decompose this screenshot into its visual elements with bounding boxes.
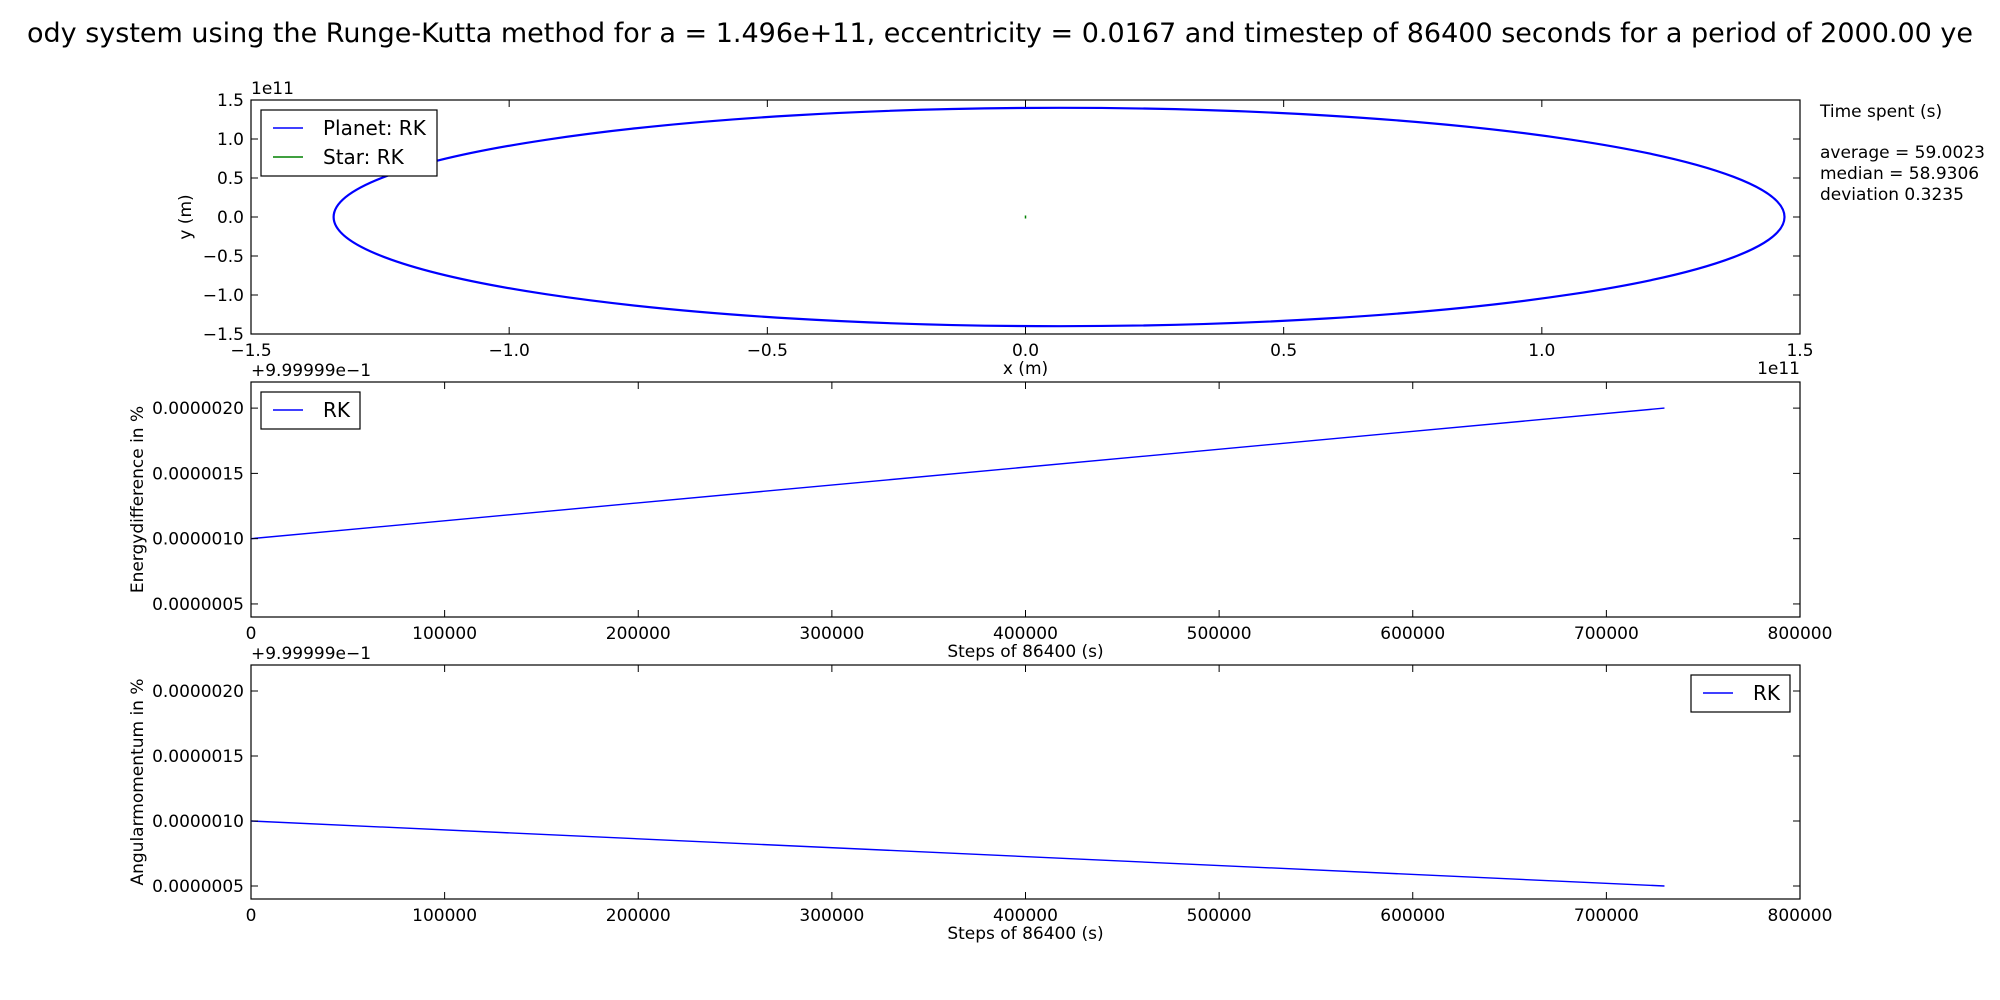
x-tick-label: 0 (246, 624, 257, 644)
y-tick-label: 0.0000015 (152, 747, 244, 767)
y-tick-label: 1.5 (217, 91, 244, 111)
y-tick-label: 0.0000005 (152, 595, 244, 615)
y-offset-label: +9.99999e−1 (251, 361, 371, 381)
legend-label: RK (323, 398, 351, 422)
y-tick-label: −0.5 (203, 247, 244, 267)
y-tick-label: −1.5 (203, 325, 244, 345)
series-line-planet-orbit (332, 106, 1786, 328)
x-tick-label: 100000 (412, 906, 477, 926)
legend-frame (260, 109, 438, 177)
y-tick-label: 1.0 (217, 130, 244, 150)
x-axis-label: Steps of 86400 (s) (947, 924, 1103, 944)
chart-panel-1: −1.5 −1.0 −0.5 0.0 0.5 1.0 1.5 −1.5 −1.0 −0.5 0.0 0… (176, 79, 1814, 379)
legend: RK (1690, 674, 1791, 713)
x-tick-label: 200000 (606, 906, 671, 926)
x-tick-label: 0.5 (1270, 341, 1297, 361)
x-tick-label: 700000 (1574, 624, 1639, 644)
x-tick-label: 500000 (1187, 624, 1252, 644)
x-tick-label: 600000 (1380, 906, 1445, 926)
y-tick-label: 0.0000010 (152, 812, 244, 832)
y-offset-label: 1e11 (251, 79, 294, 99)
x-tick-label: 1.5 (1786, 341, 1813, 361)
y-tick-label: −1.0 (203, 286, 244, 306)
x-tick-label: 0.0 (1012, 341, 1039, 361)
time-spent-deviation: deviation 0.3235 (1820, 185, 1964, 205)
figure-title: ody system using the Runge-Kutta method … (27, 18, 1973, 49)
y-offset-label: +9.99999e−1 (251, 644, 371, 664)
y-axis-label: y (m) (176, 194, 196, 239)
time-spent-annotation: Time spent (s) average = 59.0023 median … (1819, 102, 1985, 205)
time-spent-median: median = 58.9306 (1820, 164, 1979, 184)
y-tick-label: 0.0000015 (152, 464, 244, 484)
x-axis-label: Steps of 86400 (s) (947, 642, 1103, 662)
legend-label: Planet: RK (323, 116, 427, 140)
series-line-energy (250, 407, 1665, 540)
x-tick-label: 800000 (1768, 624, 1833, 644)
chart-panel-3: 0 100000 200000 300000 400000 500000 600000 700… (128, 644, 1832, 944)
x-tick-label: 800000 (1768, 906, 1833, 926)
y-tick-label: 0.5 (217, 169, 244, 189)
legend: Planet: RK Star: RK (260, 109, 438, 177)
y-tick-label: 0.0000020 (152, 682, 244, 702)
x-tick-label: 0 (246, 906, 257, 926)
x-tick-label: 600000 (1380, 624, 1445, 644)
x-tick-label: 400000 (993, 624, 1058, 644)
x-tick-label: 300000 (799, 624, 864, 644)
series-line-angular-momentum (250, 820, 1665, 887)
legend-label: RK (1753, 681, 1781, 705)
time-spent-heading: Time spent (s) (1819, 102, 1942, 122)
x-tick-label: 1.0 (1528, 341, 1555, 361)
x-tick-label: −1.5 (230, 341, 271, 361)
legend-label: Star: RK (323, 145, 405, 169)
y-tick-label: 0.0000020 (152, 399, 244, 419)
plot-frame (250, 664, 1801, 900)
chart-panel-2: 0 100000 200000 300000 400000 500000 600000 700… (128, 361, 1832, 662)
x-tick-label: 100000 (412, 624, 477, 644)
plots-container: −1.5 −1.0 −0.5 0.0 0.5 1.0 1.5−1.5−1.0−0.50.00… (128, 79, 1832, 944)
x-tick-label: 300000 (799, 906, 864, 926)
y-tick-label: 0.0000005 (152, 877, 244, 897)
x-tick-label: −0.5 (747, 341, 788, 361)
x-tick-label: 700000 (1574, 906, 1639, 926)
x-tick-label: −1.0 (489, 341, 530, 361)
x-tick-label: 500000 (1187, 906, 1252, 926)
x-tick-label: 200000 (606, 624, 671, 644)
x-offset-label: 1e11 (1757, 359, 1800, 379)
legend: RK (260, 391, 361, 430)
y-axis-label: Energydifference in % (128, 406, 148, 593)
x-axis-label: x (m) (1003, 359, 1048, 379)
time-spent-average: average = 59.0023 (1820, 143, 1985, 163)
x-tick-label: 400000 (993, 906, 1058, 926)
y-axis-label: Angularmomentum in % (128, 678, 148, 885)
y-tick-label: 0.0 (217, 208, 244, 228)
y-tick-label: 0.0000010 (152, 530, 244, 550)
